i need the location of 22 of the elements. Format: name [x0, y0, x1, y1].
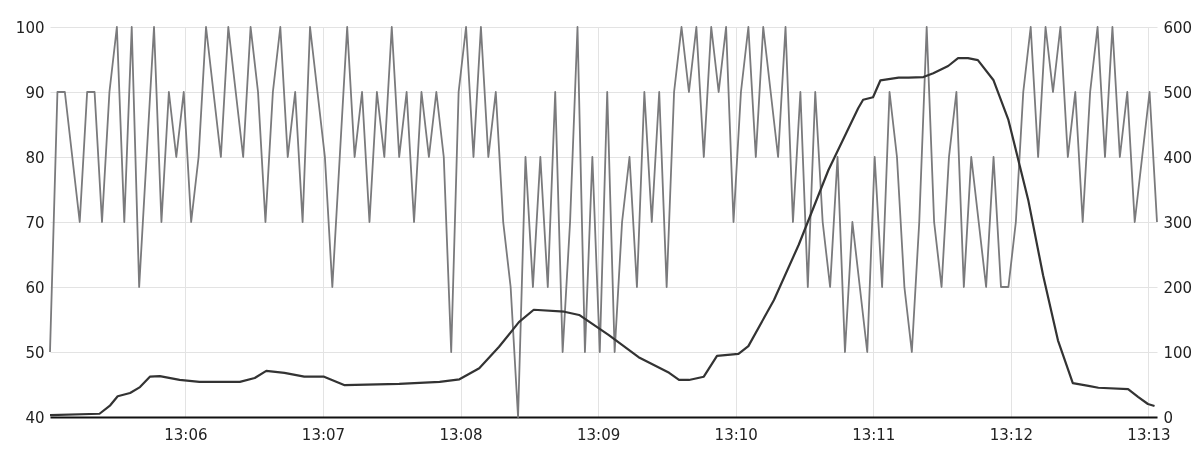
x-tick-label: 13:07: [301, 425, 346, 444]
y-tick-label: 40: [25, 408, 45, 427]
y-tick-label: 70: [25, 213, 45, 232]
y2-tick-label: 0: [1163, 408, 1174, 427]
y2-tick-label: 100: [1163, 343, 1193, 362]
y-tick-label: 60: [25, 278, 45, 297]
y2-tick-label: 200: [1163, 278, 1193, 297]
x-tick-label: 13:06: [164, 425, 208, 444]
x-tick-label: 13:09: [577, 425, 621, 444]
x-tick-label: 13:12: [989, 425, 1033, 444]
x-tick-label: 13:13: [1127, 425, 1171, 444]
y-tick-label: 80: [25, 148, 45, 167]
y2-tick-label: 400: [1163, 148, 1193, 167]
x-tick-label: 13:11: [852, 425, 896, 444]
x-tick-label: 13:10: [714, 425, 758, 444]
y-tick-label: 100: [15, 18, 45, 37]
x-tick-label: 13:08: [439, 425, 483, 444]
y-tick-label: 50: [25, 343, 45, 362]
y2-tick-label: 600: [1163, 18, 1193, 37]
y2-tick-label: 300: [1163, 213, 1193, 232]
y2-tick-label: 500: [1163, 83, 1193, 102]
y-tick-label: 90: [25, 83, 45, 102]
